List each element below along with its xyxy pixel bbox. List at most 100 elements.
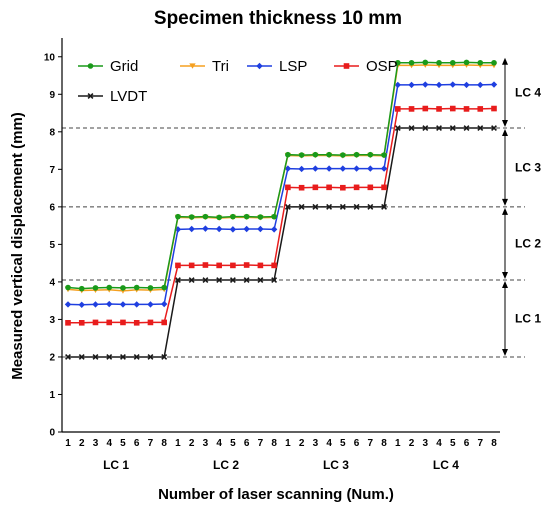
- data-point-lvdt: [449, 125, 456, 132]
- data-point-lsp: [64, 301, 72, 308]
- data-point-osp: [408, 106, 415, 112]
- y-tick-label: 6: [49, 202, 55, 213]
- data-point-grid: [120, 285, 126, 291]
- bracket-arrowhead: [502, 272, 508, 280]
- x-tick-label: 2: [299, 438, 305, 449]
- load-case-label: LC 4: [515, 85, 541, 99]
- data-point-osp: [491, 105, 497, 112]
- data-point-grid: [449, 59, 456, 66]
- data-point-grid: [92, 285, 99, 291]
- data-point-grid: [298, 152, 305, 158]
- data-point-lsp: [408, 81, 415, 89]
- data-point-lvdt: [243, 277, 250, 283]
- bracket-arrowhead: [502, 281, 508, 289]
- data-point-lsp: [270, 226, 278, 233]
- data-point-grid: [422, 59, 429, 66]
- data-point-osp: [120, 319, 126, 326]
- x-tick-label: 6: [464, 438, 470, 449]
- data-point-lvdt: [408, 125, 415, 132]
- data-point-grid: [353, 151, 360, 158]
- data-point-grid: [230, 213, 236, 220]
- x-group-label: LC 4: [433, 458, 459, 472]
- data-point-grid: [271, 213, 277, 220]
- data-point-lsp: [215, 225, 223, 233]
- data-point-grid: [188, 214, 195, 220]
- data-point-lvdt: [312, 203, 319, 210]
- x-tick-label: 6: [354, 438, 360, 449]
- series-line-lvdt: [68, 127, 494, 358]
- data-point-osp: [161, 319, 167, 326]
- x-tick-label: 5: [340, 438, 346, 449]
- bracket-arrowhead: [502, 348, 508, 356]
- data-point-lsp: [243, 225, 250, 233]
- bracket-arrowhead: [502, 207, 508, 215]
- data-point-lsp: [78, 301, 85, 308]
- data-point-grid: [326, 151, 332, 158]
- data-point-osp: [230, 262, 236, 269]
- data-point-lvdt: [491, 125, 497, 132]
- data-point-lvdt: [477, 125, 484, 132]
- data-point-lsp: [435, 81, 443, 89]
- data-point-lsp: [133, 301, 140, 308]
- y-tick-label: 8: [49, 127, 55, 138]
- data-point-osp: [422, 105, 429, 112]
- data-point-lvdt: [92, 353, 99, 360]
- data-point-lsp: [202, 225, 209, 232]
- x-tick-label: 3: [423, 438, 429, 449]
- y-tick-label: 0: [49, 428, 55, 439]
- data-point-lsp: [367, 165, 374, 172]
- legend-swatch-marker: [343, 63, 350, 69]
- bracket-arrowhead: [502, 57, 508, 65]
- y-tick-label: 10: [44, 52, 56, 63]
- data-point-lvdt: [422, 125, 429, 132]
- data-point-grid: [477, 59, 484, 66]
- x-group-label: LC 1: [103, 458, 129, 472]
- data-point-lsp: [477, 81, 484, 89]
- data-point-lvdt: [174, 277, 181, 283]
- data-point-osp: [202, 262, 209, 268]
- data-point-grid: [340, 152, 346, 158]
- x-tick-label: 7: [477, 438, 483, 449]
- data-point-lsp: [339, 165, 347, 172]
- x-tick-label: 8: [381, 438, 387, 449]
- data-point-grid: [463, 59, 470, 66]
- legend-swatch-marker: [256, 62, 263, 70]
- load-case-label: LC 1: [515, 311, 541, 325]
- data-point-lsp: [147, 301, 154, 308]
- data-point-lvdt: [120, 353, 126, 360]
- x-tick-label: 6: [244, 438, 250, 449]
- x-tick-label: 1: [175, 438, 181, 449]
- x-tick-label: 4: [326, 438, 332, 449]
- x-tick-label: 8: [161, 438, 167, 449]
- data-point-lvdt: [216, 277, 223, 283]
- legend-label: LSP: [279, 58, 307, 75]
- legend-label: Tri: [212, 58, 229, 75]
- legend-label: Grid: [110, 58, 138, 75]
- data-point-lvdt: [284, 203, 291, 210]
- y-tick-label: 1: [49, 390, 55, 401]
- data-point-grid: [436, 59, 442, 66]
- data-point-grid: [78, 285, 85, 292]
- legend: Grid Tri LSP OSP LVDT: [78, 58, 398, 105]
- data-point-lsp: [490, 81, 498, 88]
- data-point-lsp: [106, 300, 113, 308]
- x-tick-label: 5: [450, 438, 456, 449]
- data-point-grid: [133, 284, 140, 291]
- data-point-osp: [188, 262, 195, 269]
- x-tick-label: 1: [285, 438, 291, 449]
- x-tick-label: 4: [216, 438, 222, 449]
- data-point-osp: [367, 184, 374, 191]
- data-point-grid: [147, 285, 154, 291]
- data-point-grid: [243, 213, 250, 220]
- x-group-label: LC 3: [323, 458, 349, 472]
- data-point-lvdt: [147, 353, 154, 360]
- data-point-osp: [298, 184, 305, 191]
- data-point-lvdt: [339, 203, 346, 210]
- data-point-lvdt: [229, 277, 236, 283]
- data-point-osp: [78, 320, 85, 326]
- x-tick-label: 7: [368, 438, 374, 449]
- data-point-lvdt: [133, 353, 140, 360]
- data-point-lvdt: [106, 353, 113, 360]
- data-point-osp: [312, 184, 319, 191]
